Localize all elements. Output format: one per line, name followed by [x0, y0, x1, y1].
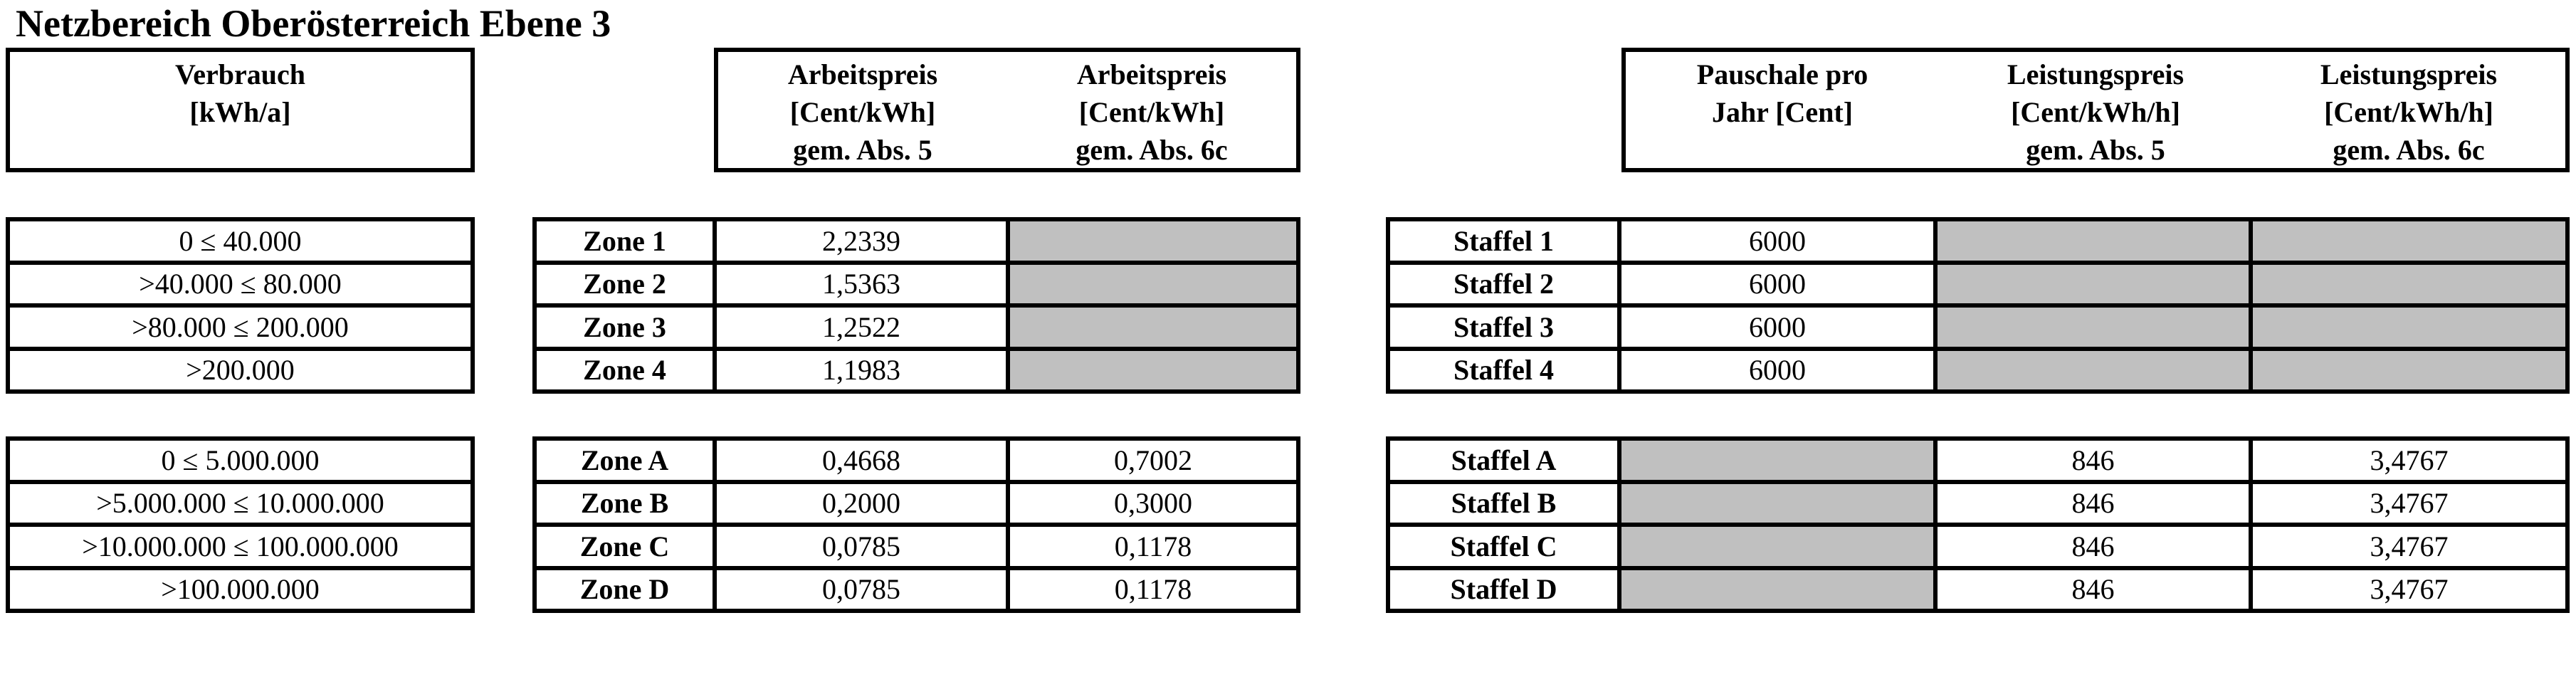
header-verbrauch-line1: Verbrauch — [175, 58, 305, 90]
zone-label: Zone 3 — [537, 308, 713, 347]
staffel-label: Staffel D — [1390, 570, 1617, 609]
header-arbeitspreis-abs5-line3: gem. Abs. 5 — [793, 134, 932, 166]
zone-abs5-value: 0,0785 — [717, 527, 1006, 566]
zone-abs5-value: 0,0785 — [717, 570, 1006, 609]
zone-label: Zone C — [537, 527, 713, 566]
zone-abs6c-value: 0,1178 — [1010, 570, 1296, 609]
staffel-label: Staffel 2 — [1390, 264, 1617, 303]
blocked-cell — [1010, 264, 1296, 303]
staffel-pauschale-value: 6000 — [1621, 350, 1933, 389]
blocked-cell — [1938, 350, 2249, 389]
blocked-cell — [1621, 570, 1933, 609]
header-verbrauch-line2: [kWh/a] — [189, 96, 291, 128]
header-leistungspreis-abs5: Leistungspreis [Cent/kWh/h] gem. Abs. 5 — [1939, 52, 2252, 168]
blocked-cell — [1010, 350, 1296, 389]
staffel-pauschale-value: 6000 — [1621, 264, 1933, 303]
header-leistungspreis-abs5-line2: [Cent/kWh/h] — [2011, 96, 2180, 128]
consumption-band-cell: >200.000 — [10, 350, 470, 389]
header-arbeitspreis-abs6c-line2: [Cent/kWh] — [1078, 96, 1225, 128]
staffel-label: Staffel B — [1390, 483, 1617, 523]
blocked-cell — [1010, 221, 1296, 261]
header-pauschale-line2: Jahr [Cent] — [1711, 96, 1854, 128]
header-box-leistungspreis: Pauschale pro Jahr [Cent] Leistungspreis… — [1621, 48, 2570, 172]
zone-label: Zone 1 — [537, 221, 713, 261]
zone-abs5-value: 0,2000 — [717, 483, 1006, 523]
zone-abs6c-value: 0,1178 — [1010, 527, 1296, 566]
staffel-abs6c-value: 3,4767 — [2253, 527, 2565, 566]
staffel-abs5-value: 846 — [1938, 527, 2249, 566]
blocked-cell — [2253, 264, 2565, 303]
staffel-abs5-value: 846 — [1938, 483, 2249, 523]
blocked-cell — [1938, 308, 2249, 347]
blocked-cell — [1621, 527, 1933, 566]
zone-abs6c-value: 0,3000 — [1010, 483, 1296, 523]
staffel-table-1: Staffel 1 6000 Staffel 2 6000 Staffel 3 … — [1386, 217, 2570, 394]
zone-abs5-value: 1,1983 — [717, 350, 1006, 389]
blocked-cell — [2253, 308, 2565, 347]
header-arbeitspreis-abs5-line2: [Cent/kWh] — [789, 96, 936, 128]
zone-label: Zone A — [537, 441, 713, 480]
header-leistungspreis-abs5-line1: Leistungspreis — [2007, 58, 2185, 90]
staffel-abs6c-value: 3,4767 — [2253, 441, 2565, 480]
zone-abs5-value: 1,5363 — [717, 264, 1006, 303]
blocked-cell — [1010, 308, 1296, 347]
header-arbeitspreis-abs6c-line1: Arbeitspreis — [1076, 58, 1227, 90]
header-leistungspreis-abs5-line3: gem. Abs. 5 — [2026, 134, 2165, 166]
staffel-abs5-value: 846 — [1938, 570, 2249, 609]
header-leistungspreis-abs6c-line2: [Cent/kWh/h] — [2324, 96, 2493, 128]
header-leistungspreis-abs6c-line1: Leistungspreis — [2320, 58, 2498, 90]
header-arbeitspreis-abs5: Arbeitspreis [Cent/kWh] gem. Abs. 5 — [718, 52, 1007, 168]
header-verbrauch: Verbrauch [kWh/a] — [10, 52, 470, 168]
zones-table-1: Zone 1 2,2339 Zone 2 1,5363 Zone 3 1,252… — [532, 217, 1300, 394]
staffel-label: Staffel 4 — [1390, 350, 1617, 389]
consumption-band-cell: >10.000.000 ≤ 100.000.000 — [10, 527, 470, 566]
staffel-table-2: Staffel A 846 3,4767 Staffel B 846 3,476… — [1386, 436, 2570, 613]
zone-abs5-value: 1,2522 — [717, 308, 1006, 347]
header-leistungspreis-abs6c-line3: gem. Abs. 6c — [2333, 134, 2485, 166]
blocked-cell — [1621, 441, 1933, 480]
blocked-cell — [1938, 221, 2249, 261]
blocked-cell — [2253, 350, 2565, 389]
zone-abs6c-value: 0,7002 — [1010, 441, 1296, 480]
staffel-label: Staffel A — [1390, 441, 1617, 480]
consumption-band-cell: 0 ≤ 40.000 — [10, 221, 470, 261]
consumption-bands-table-2: 0 ≤ 5.000.000 >5.000.000 ≤ 10.000.000 >1… — [6, 436, 475, 613]
zone-abs5-value: 2,2339 — [717, 221, 1006, 261]
blocked-cell — [2253, 221, 2565, 261]
staffel-abs5-value: 846 — [1938, 441, 2249, 480]
staffel-pauschale-value: 6000 — [1621, 308, 1933, 347]
zone-label: Zone B — [537, 483, 713, 523]
header-arbeitspreis-abs5-line1: Arbeitspreis — [787, 58, 938, 90]
consumption-band-cell: >80.000 ≤ 200.000 — [10, 308, 470, 347]
page-title: Netzbereich Oberösterreich Ebene 3 — [16, 2, 611, 45]
zone-label: Zone 4 — [537, 350, 713, 389]
zone-abs5-value: 0,4668 — [717, 441, 1006, 480]
staffel-abs6c-value: 3,4767 — [2253, 483, 2565, 523]
consumption-band-cell: >40.000 ≤ 80.000 — [10, 264, 470, 303]
header-arbeitspreis-abs6c-line3: gem. Abs. 6c — [1076, 134, 1228, 166]
consumption-band-cell: >5.000.000 ≤ 10.000.000 — [10, 483, 470, 523]
zone-label: Zone 2 — [537, 264, 713, 303]
staffel-abs6c-value: 3,4767 — [2253, 570, 2565, 609]
header-box-verbrauch: Verbrauch [kWh/a] — [6, 48, 475, 172]
consumption-bands-table-1: 0 ≤ 40.000 >40.000 ≤ 80.000 >80.000 ≤ 20… — [6, 217, 475, 394]
blocked-cell — [1938, 264, 2249, 303]
header-box-arbeitspreis: Arbeitspreis [Cent/kWh] gem. Abs. 5 Arbe… — [714, 48, 1300, 172]
staffel-label: Staffel C — [1390, 527, 1617, 566]
header-pauschale-line1: Pauschale pro — [1696, 58, 1868, 90]
zones-table-2: Zone A 0,4668 0,7002 Zone B 0,2000 0,300… — [532, 436, 1300, 613]
consumption-band-cell: 0 ≤ 5.000.000 — [10, 441, 470, 480]
staffel-pauschale-value: 6000 — [1621, 221, 1933, 261]
consumption-band-cell: >100.000.000 — [10, 570, 470, 609]
header-leistungspreis-abs6c: Leistungspreis [Cent/kWh/h] gem. Abs. 6c — [2252, 52, 2565, 168]
header-arbeitspreis-abs6c: Arbeitspreis [Cent/kWh] gem. Abs. 6c — [1007, 52, 1296, 168]
blocked-cell — [1621, 483, 1933, 523]
staffel-label: Staffel 1 — [1390, 221, 1617, 261]
staffel-label: Staffel 3 — [1390, 308, 1617, 347]
header-pauschale: Pauschale pro Jahr [Cent] — [1626, 52, 1939, 168]
zone-label: Zone D — [537, 570, 713, 609]
